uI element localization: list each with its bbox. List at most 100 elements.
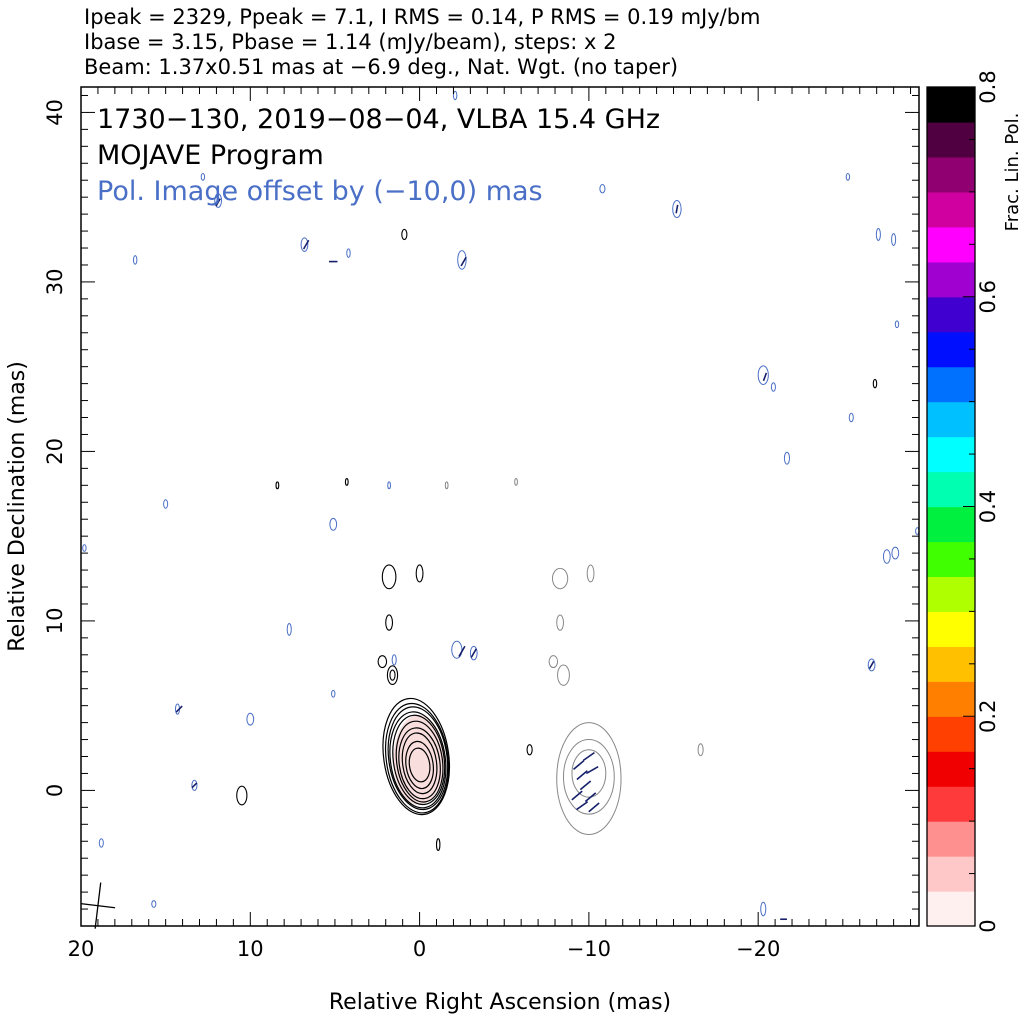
colorbar-swatch (927, 681, 975, 717)
intensity-contour (385, 614, 394, 631)
polarized-noise-contour (556, 614, 564, 631)
plot-frame (80, 86, 920, 927)
fractional-pol-contour (770, 382, 776, 392)
fractional-pol-contour (286, 622, 292, 636)
colorbar-swatch (927, 436, 975, 473)
core-contour (408, 747, 431, 783)
intensity-contour (236, 785, 248, 806)
colorbar-swatch (927, 786, 975, 822)
fractional-pol-contour (875, 228, 881, 241)
core-contour (384, 702, 450, 814)
fractional-pol-contour (894, 320, 900, 329)
evpa-vector (762, 372, 768, 382)
fractional-pol-contour (848, 412, 854, 423)
evpa-vector (582, 751, 595, 762)
core-contour (398, 727, 441, 800)
core-contour (389, 711, 447, 809)
evpa-vector (460, 256, 467, 267)
colorbar-swatch (927, 506, 975, 543)
colorbar-swatch (927, 261, 975, 298)
colorbar-swatch (927, 156, 975, 193)
polarized-noise-contour (514, 478, 518, 486)
intensity-contour (435, 838, 441, 852)
evpa-vector (584, 792, 597, 803)
plot-annotation: 1730−130, 2019−08−04, VLBA 15.4 GHz (97, 104, 660, 135)
evpa-vector (571, 790, 583, 801)
fractional-pol-contour (760, 901, 767, 917)
header-beam-line: Beam: 1.37x0.51 mas at −6.9 deg., Nat. W… (84, 55, 679, 79)
evpa-vector (215, 198, 221, 207)
fractional-pol-contour (346, 248, 351, 258)
fractional-pol-contour (891, 546, 900, 560)
colorbar-swatch (927, 646, 975, 682)
polarized-noise-contour (586, 564, 595, 583)
fractional-pol-contour (867, 658, 876, 672)
polarization-noise-contours (444, 478, 704, 757)
core-contour (392, 714, 446, 806)
intensity-contour (415, 564, 424, 583)
fractional-pol-contour (200, 172, 206, 181)
x-tick-label: −10 (567, 937, 611, 961)
colorbar-tick-label: 0.2 (976, 700, 1000, 733)
fractional-polarization-contours (82, 90, 920, 917)
intensity-noise-contours (236, 228, 878, 852)
core-contour (395, 720, 444, 803)
header-base-line: Ibase = 3.15, Pbase = 1.14 (mJy/beam), s… (84, 30, 617, 54)
colorbar-label: Frac. Lin. Pol. (1002, 113, 1023, 232)
intensity-contour (377, 655, 388, 669)
plot-annotations: 1730−130, 2019−08−04, VLBA 15.4 GHz MOJAV… (97, 104, 660, 207)
x-tick-label: 20 (68, 937, 95, 961)
fractional-pol-contour (191, 779, 198, 791)
colorbar-swatch (927, 331, 975, 368)
colorbar-swatch (927, 401, 975, 438)
colorbar-swatch (927, 191, 975, 228)
colorbar-swatch (927, 366, 975, 403)
fractional-pol-contour (757, 365, 769, 385)
colorbar-swatch (927, 471, 975, 508)
evpa-vector (579, 780, 592, 791)
evpa-vector (458, 645, 466, 657)
fractional-pol-contour (457, 250, 467, 270)
y-tick-label: 0 (43, 784, 67, 797)
colorbar-swatch (927, 576, 975, 612)
colorbar-tick-label: 0 (976, 919, 1000, 932)
core-contour (405, 740, 434, 790)
evpa-vector (302, 239, 310, 250)
fractional-pol-contour (882, 549, 891, 564)
polarized-intensity-contours (556, 722, 622, 835)
colorbar-swatch (927, 296, 975, 333)
fractional-pol-contour (387, 481, 391, 490)
y-tick-label: 20 (43, 438, 67, 465)
fractional-pol-contour (672, 200, 682, 219)
intensity-contour (401, 228, 408, 241)
plot-annotation: Pol. Image offset by (−10,0) mas (97, 176, 543, 207)
evpa-vector (868, 660, 875, 670)
evpa-vector (586, 765, 599, 775)
colorbar-swatch (927, 87, 975, 123)
core-contour (387, 706, 449, 811)
polarized-contour (571, 749, 607, 798)
colorbar-tick-label: 0.4 (976, 490, 1000, 523)
header-stats-line: Ipeak = 2329, Ppeak = 7.1, I RMS = 0.14,… (84, 5, 761, 29)
fractional-pol-contour (82, 544, 87, 552)
y-tick-label: 40 (43, 99, 67, 126)
fractional-pol-contour (451, 640, 463, 659)
evpa-vector (191, 782, 198, 789)
fractional-pol-contour (98, 838, 104, 848)
intensity-contour (344, 477, 349, 486)
colorbar-swatch (927, 541, 975, 578)
polarized-contour (562, 739, 615, 815)
y-axis-label: Relative Declination (mas) (5, 361, 30, 652)
y-tick-label: 30 (43, 269, 67, 296)
evpa-vector (573, 760, 585, 770)
polarized-noise-contour (551, 567, 569, 590)
colorbar-tick-label: 0.8 (976, 70, 1000, 103)
fractional-pol-contour (151, 900, 157, 908)
fractional-pol-contour (391, 654, 397, 666)
polarized-noise-contour (557, 664, 570, 686)
core-contour (382, 697, 451, 816)
intensity-contour (275, 481, 280, 490)
fractional-pol-contour (329, 517, 338, 531)
